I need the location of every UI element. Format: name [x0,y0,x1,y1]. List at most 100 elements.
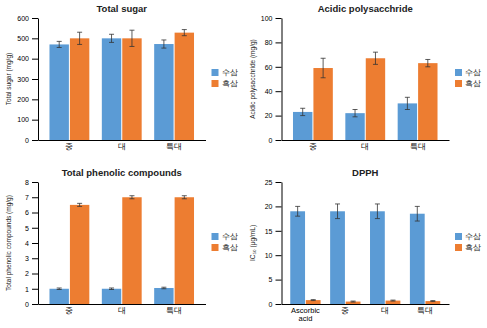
y-tick-label: 2 [25,270,29,277]
y-tick: 0 [25,137,38,144]
y-tick-label: 600 [17,15,29,22]
error-bar [415,206,420,221]
error-bar [335,204,340,219]
legend-swatch [455,233,462,240]
error-bar [57,288,62,290]
legend: 수삼흑삼 [455,232,481,252]
y-tick-mark [32,258,38,259]
y-tick-mark [276,280,282,281]
y-tick-mark [276,91,282,92]
y-tick-label: 60 [265,64,273,71]
x-tick: 특대 [417,304,433,315]
x-tick: 중 [65,140,73,151]
y-tick-mark [276,140,282,141]
bar [386,301,401,304]
series [306,300,440,304]
bar [154,288,173,304]
legend-label: 수삼 [222,68,238,77]
y-axis-title: IC₅₀ (μg/mL) [249,225,257,261]
y-axis: 0510152025 [265,179,282,308]
y-tick-label: 0 [269,301,273,308]
y-axis-line [282,19,283,141]
legend-item: 수삼 [212,232,238,241]
legend-swatch [212,80,219,87]
error-bar [182,30,187,36]
error-bar [295,206,300,216]
y-tick-label: 80 [265,39,273,46]
x-tick-label: 중 [65,142,73,151]
y-tick-label: 10 [265,252,273,259]
y-tick-mark [32,289,38,290]
error-bar [425,59,430,66]
bar [122,38,141,140]
error-bar [161,287,166,289]
chart-title: Acidic polysacchride [318,3,413,14]
y-tick-mark [32,243,38,244]
error-bar [311,299,316,301]
bar [293,112,312,140]
bar [122,197,141,304]
y-axis-title: Total phenolic compounds (mg/g) [5,195,13,291]
y-tick-mark [276,42,282,43]
legend-label: 수삼 [465,68,481,77]
x-axis: 중 대 특대 [39,140,207,151]
legend: 수삼흑삼 [212,232,238,252]
series [49,34,173,140]
y-tick-label: 0 [25,301,29,308]
y-tick-label: 0 [25,137,29,144]
error-bar [351,301,356,303]
y-tick-label: 400 [17,55,29,62]
y-tick: 500 [17,35,38,42]
error-bar [129,196,134,199]
y-tick-mark [276,18,282,19]
legend-swatch [212,244,219,251]
y-tick-label: 0 [269,137,273,144]
bar [102,38,121,140]
x-tick-label: 특대 [410,142,426,151]
error-bar [321,58,326,78]
y-tick-mark [32,79,38,80]
legend-swatch [212,233,219,240]
y-axis-line [38,19,39,141]
legend-item: 수삼 [212,68,238,77]
y-tick-label: 1 [25,285,29,292]
plot-area [49,30,194,140]
y-tick: 8 [25,179,38,186]
y-tick: 20 [265,203,282,210]
x-tick: 중 [65,304,73,315]
bar [425,301,440,304]
legend-label: 흑삼 [222,243,238,252]
y-tick: 5 [25,224,38,231]
series [290,204,424,304]
bar [370,211,385,304]
y-axis-title: Total sugar (mg/g) [5,53,13,105]
y-tick-mark [276,206,282,207]
y-tick: 60 [265,64,282,71]
legend-label: 흑삼 [465,243,481,252]
error-bar [109,288,114,290]
bar [70,38,89,140]
y-tick: 300 [17,76,38,83]
x-axis: 중대특대 [282,140,450,151]
x-tick-label: Ascorbicacid [291,306,320,323]
y-tick: 600 [17,15,38,22]
x-tick-label: 대 [118,142,126,151]
y-tick-mark [276,304,282,305]
y-tick-mark [32,38,38,39]
x-tick: 중 [309,140,317,151]
bar [418,63,437,140]
y-axis: 0100200300400500600 [17,15,38,144]
series [70,30,194,140]
y-axis-line [38,183,39,305]
legend-label: 수삼 [465,232,481,241]
error-bar [375,204,380,219]
y-tick-mark [32,274,38,275]
x-axis: 중대특대 [39,304,207,315]
bar [290,211,305,304]
y-tick: 0 [269,301,282,308]
x-tick-label: 특대 [166,142,182,151]
y-tick-label: 20 [265,203,273,210]
y-tick-mark [32,304,38,305]
y-tick-label: 4 [25,240,29,247]
y-tick-mark [32,182,38,183]
